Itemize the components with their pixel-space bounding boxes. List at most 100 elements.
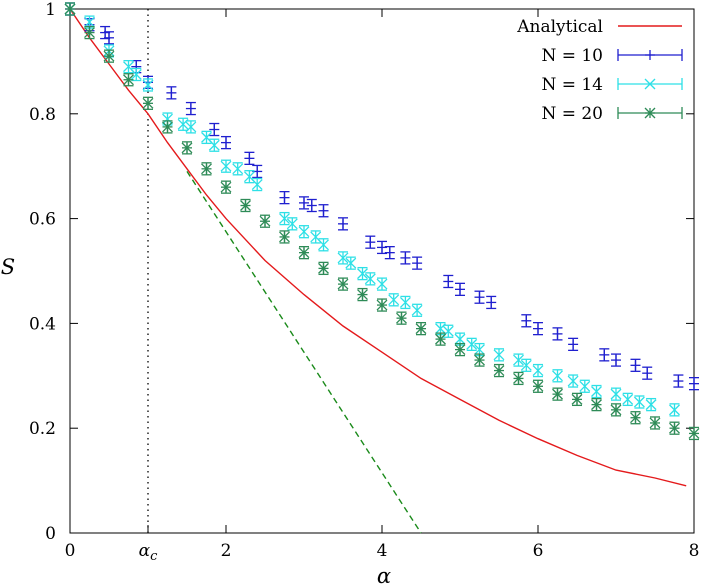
data-point xyxy=(493,348,505,362)
point-marker xyxy=(688,427,700,439)
point-marker xyxy=(279,231,290,243)
point-marker xyxy=(84,16,95,28)
data-point xyxy=(123,59,134,74)
data-point xyxy=(208,138,220,152)
data-point xyxy=(622,392,634,407)
data-point xyxy=(455,282,465,296)
data-point xyxy=(486,295,497,310)
point-marker xyxy=(337,278,349,290)
data-point xyxy=(103,49,115,63)
point-marker xyxy=(610,388,622,400)
point-marker xyxy=(259,215,271,227)
data-point xyxy=(412,256,423,270)
point-marker xyxy=(591,386,602,397)
data-point xyxy=(591,384,602,399)
data-point xyxy=(630,358,641,372)
data-point xyxy=(279,230,290,244)
data-point xyxy=(474,290,485,304)
point-marker xyxy=(318,262,329,274)
data-point xyxy=(377,240,387,255)
point-marker xyxy=(130,69,142,80)
y-tick-label: 0.4 xyxy=(29,314,56,334)
point-marker xyxy=(552,370,563,382)
data-point xyxy=(400,251,411,265)
point-marker xyxy=(162,121,173,133)
x-tick-label: 6 xyxy=(533,541,544,561)
legend-swatch xyxy=(617,107,683,119)
data-point xyxy=(388,293,400,307)
series-n-10 xyxy=(65,2,699,391)
point-marker xyxy=(123,74,134,86)
data-point xyxy=(240,198,251,213)
data-point xyxy=(552,387,563,401)
point-marker xyxy=(279,213,290,225)
point-marker xyxy=(185,121,197,133)
data-point xyxy=(252,164,263,179)
point-marker xyxy=(633,396,645,408)
data-point xyxy=(364,272,376,286)
data-point xyxy=(689,377,699,391)
data-point xyxy=(286,217,298,231)
point-marker xyxy=(232,163,244,175)
data-point xyxy=(318,204,329,218)
data-point xyxy=(232,162,244,176)
data-point xyxy=(411,303,423,317)
y-tick-label: 0 xyxy=(45,524,56,544)
point-marker xyxy=(645,399,657,411)
legend-label: N = 20 xyxy=(541,104,603,124)
data-point xyxy=(251,177,263,192)
data-point xyxy=(298,246,310,260)
point-marker xyxy=(454,333,466,345)
data-point xyxy=(645,397,657,412)
data-point xyxy=(181,141,193,155)
y-tick-label: 0.6 xyxy=(29,210,56,230)
data-point xyxy=(642,366,653,380)
data-point xyxy=(513,371,524,386)
data-point xyxy=(552,369,563,383)
data-point xyxy=(435,332,446,346)
data-point xyxy=(142,78,154,92)
alpha-c-marker: αc xyxy=(139,9,158,564)
data-point xyxy=(201,130,212,145)
data-point xyxy=(396,311,407,325)
point-marker xyxy=(162,113,173,125)
point-marker xyxy=(286,218,298,230)
legend-swatch xyxy=(617,78,683,90)
point-marker xyxy=(399,296,411,308)
x-tick-label: 4 xyxy=(377,541,388,561)
point-marker xyxy=(520,359,532,371)
point-marker xyxy=(243,171,255,183)
data-point xyxy=(279,211,290,226)
data-point xyxy=(376,277,388,291)
data-series xyxy=(64,2,700,534)
data-point xyxy=(567,374,579,388)
data-point xyxy=(649,416,661,430)
point-marker xyxy=(552,388,563,400)
data-point xyxy=(345,256,357,270)
data-point xyxy=(84,25,95,40)
point-marker xyxy=(251,179,263,190)
data-point xyxy=(513,353,524,367)
data-point xyxy=(104,31,114,45)
point-marker xyxy=(532,380,544,392)
series-n-14 xyxy=(64,2,680,417)
data-point xyxy=(220,159,232,173)
point-marker xyxy=(644,107,656,119)
point-marker xyxy=(474,354,485,366)
y-axis-label: S xyxy=(1,255,15,279)
data-point xyxy=(610,403,622,417)
point-marker xyxy=(622,393,634,405)
point-marker xyxy=(669,404,680,416)
data-point xyxy=(338,217,348,231)
point-marker xyxy=(571,393,583,405)
x-tick-label: 8 xyxy=(689,541,700,561)
point-marker xyxy=(240,200,251,211)
data-point xyxy=(64,2,76,16)
point-marker xyxy=(630,412,641,424)
series-n-20 xyxy=(64,2,700,441)
point-marker xyxy=(376,299,388,311)
data-point xyxy=(532,363,544,378)
data-point xyxy=(337,251,349,265)
data-point xyxy=(209,122,220,137)
